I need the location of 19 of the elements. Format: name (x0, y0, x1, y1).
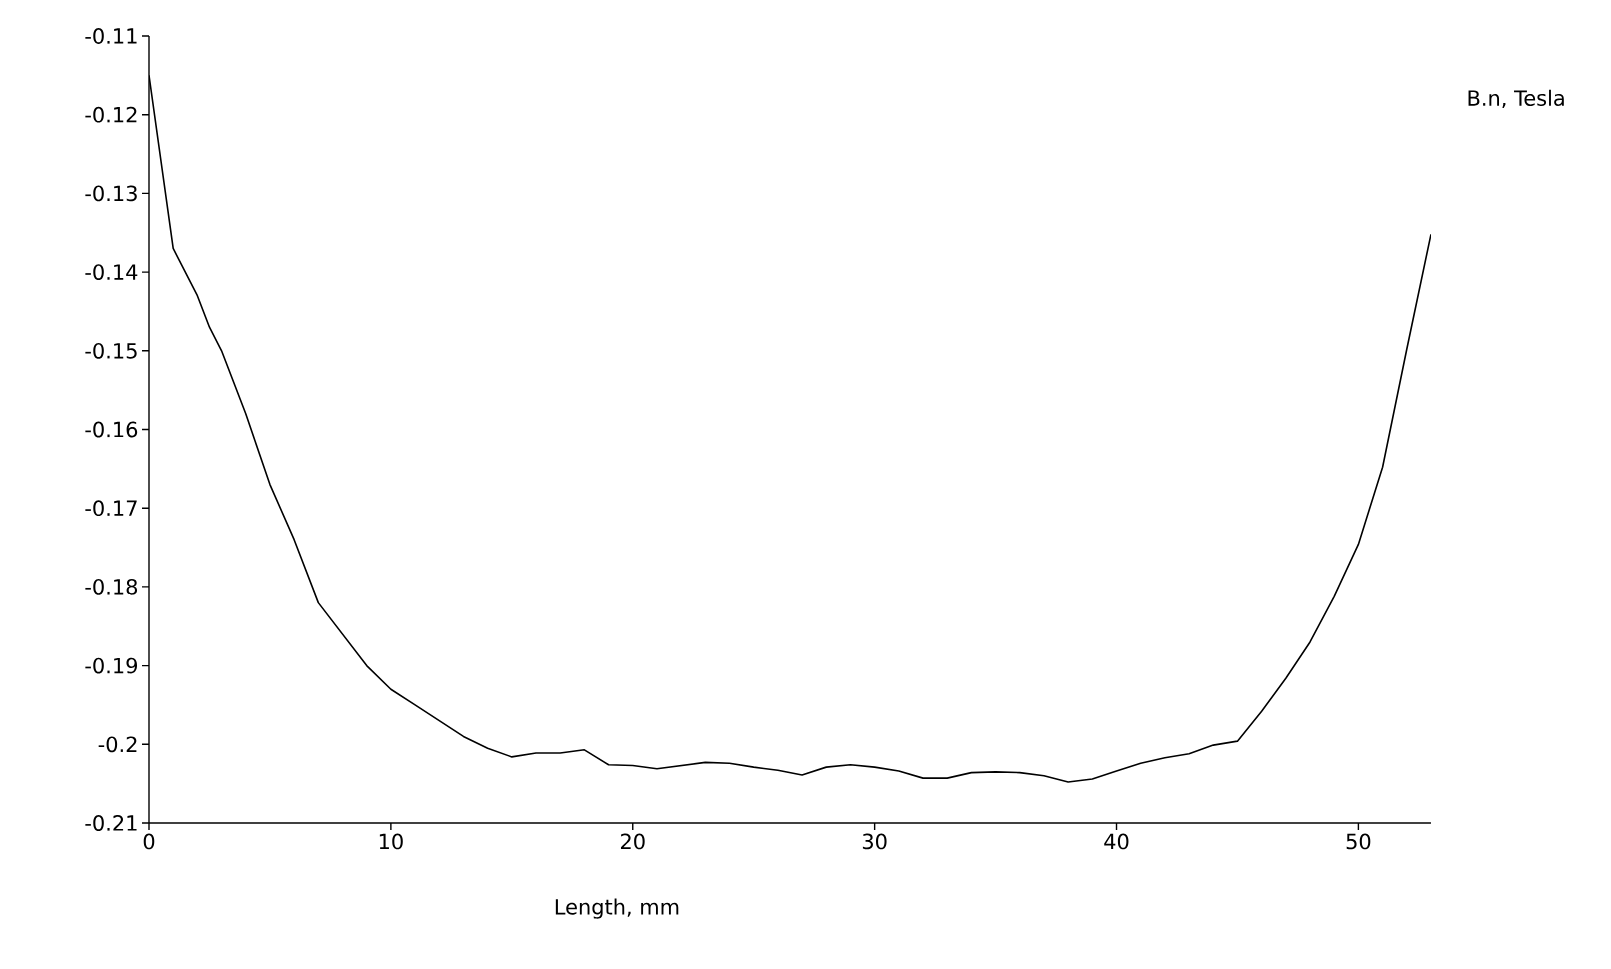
y-tick-label: -0.17 (85, 500, 137, 517)
x-tick-label: 30 (862, 833, 887, 850)
x-tick-label: 0 (143, 833, 155, 850)
y-tick-label: -0.21 (85, 815, 137, 831)
y-tick-label: -0.16 (85, 421, 138, 438)
y-axis-title: B.n, Tesla (1468, 89, 1564, 109)
y-tick-label: -0.19 (85, 657, 138, 674)
x-tick-label: 40 (1104, 833, 1129, 850)
y-tick-label: -0.15 (85, 342, 137, 359)
y-tick-label: -0.11 (85, 28, 137, 44)
x-tick-label: 20 (620, 833, 645, 850)
y-tick-label: -0.18 (85, 578, 138, 595)
x-axis-title: Length, mm (555, 898, 679, 919)
y-tick-label: -0.12 (85, 106, 137, 123)
y-tick-label: -0.13 (85, 185, 137, 202)
y-tick-label: -0.2 (98, 736, 137, 753)
x-tick-label: 50 (1346, 833, 1371, 850)
y-tick-label: -0.14 (85, 264, 138, 280)
x-tick-label: 10 (379, 833, 403, 850)
